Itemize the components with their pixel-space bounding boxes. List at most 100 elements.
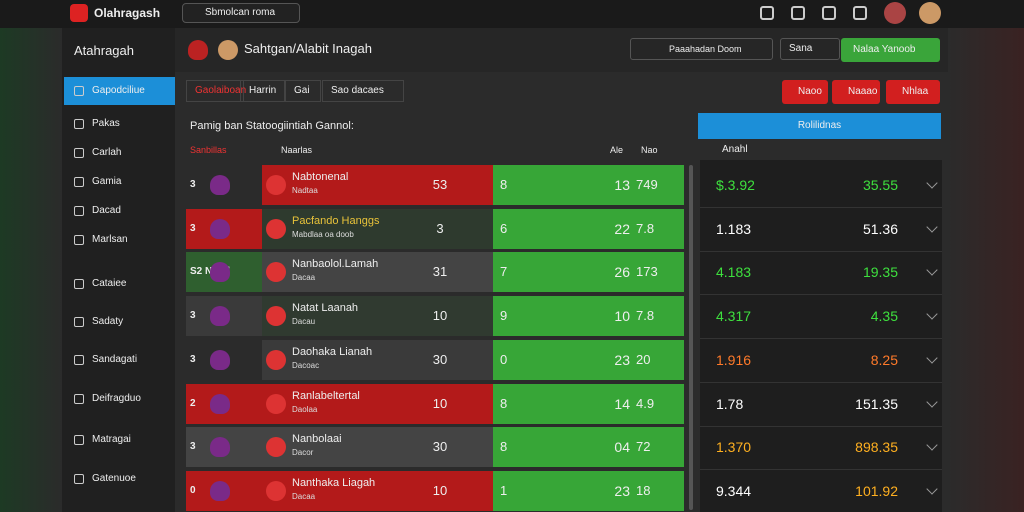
team-crest bbox=[210, 175, 230, 195]
value-2: 7 bbox=[500, 264, 508, 280]
team-name: Nanbolaai bbox=[292, 433, 342, 446]
odds-2: 19.35 bbox=[862, 264, 898, 281]
sidebar-icon bbox=[74, 148, 84, 158]
team-crest bbox=[210, 393, 230, 414]
sidebar-item[interactable]: Gatenuoe bbox=[92, 473, 136, 484]
app-name: Olahragash bbox=[94, 6, 161, 20]
sidebar-icon bbox=[74, 206, 84, 216]
team-cell bbox=[262, 296, 493, 337]
team-sub: Dacoac bbox=[292, 360, 320, 370]
red-button[interactable]: Nhlaa bbox=[886, 80, 940, 104]
logo-icon bbox=[70, 4, 88, 22]
odds-1: 1.78 bbox=[716, 395, 744, 412]
action-button[interactable]: Nalaa Yanoob bbox=[841, 38, 940, 62]
value-2: 8 bbox=[500, 395, 508, 411]
team-logo bbox=[266, 306, 286, 327]
team-crest bbox=[210, 480, 230, 501]
value-3: 26 bbox=[614, 264, 630, 281]
scrollbar bbox=[689, 165, 693, 510]
team-logo bbox=[266, 262, 286, 283]
value-2: 8 bbox=[500, 177, 508, 192]
panel-button[interactable]: Rolilidnas bbox=[698, 113, 941, 139]
sidebar-item[interactable]: Sadaty bbox=[92, 316, 124, 327]
value-1: 10 bbox=[432, 482, 448, 498]
value-1: 30 bbox=[432, 439, 448, 455]
odds-2: 8.25 bbox=[870, 351, 898, 368]
tab[interactable]: Gaolaiboan bbox=[186, 80, 246, 102]
toggle[interactable]: Paaahadan Doom bbox=[630, 38, 773, 60]
stat-cell bbox=[493, 383, 684, 424]
team-cell bbox=[262, 165, 493, 205]
odds-2: 898.35 bbox=[855, 439, 898, 456]
icon-1[interactable] bbox=[760, 6, 774, 20]
team-cell bbox=[262, 339, 493, 380]
sidebar-item[interactable]: Marlsan bbox=[92, 234, 128, 245]
sidebar-icon bbox=[74, 177, 84, 187]
value-2: 6 bbox=[500, 220, 508, 236]
team-crest bbox=[210, 262, 230, 283]
value-3: 13 bbox=[614, 177, 630, 193]
value-4: 20 bbox=[636, 351, 651, 367]
row-divider bbox=[700, 207, 942, 208]
team-crest bbox=[210, 306, 230, 327]
column-header: Naarlas bbox=[281, 145, 313, 155]
sidebar-icon bbox=[74, 317, 84, 327]
sort[interactable]: Sana bbox=[780, 38, 840, 60]
value-1: 3 bbox=[436, 220, 444, 236]
sidebar-item[interactable]: Cataiee bbox=[92, 278, 127, 289]
value-3: 23 bbox=[614, 351, 630, 368]
value-2: 8 bbox=[500, 439, 508, 455]
sidebar-item[interactable]: Pakas bbox=[92, 118, 120, 129]
column-header: Sanbillas bbox=[190, 145, 227, 155]
tab[interactable]: Sao dacaes bbox=[322, 80, 404, 102]
icon-3[interactable] bbox=[822, 6, 836, 20]
team-logo bbox=[266, 175, 286, 195]
value-4: 72 bbox=[636, 439, 651, 455]
value-1: 53 bbox=[432, 177, 448, 192]
sidebar-item[interactable]: Deifragduo bbox=[92, 393, 141, 404]
red-button[interactable]: Naoo bbox=[782, 80, 828, 104]
value-4: 7.8 bbox=[636, 308, 655, 324]
sidebar-item[interactable]: Carlah bbox=[92, 147, 122, 158]
sidebar-item[interactable]: Sandagati bbox=[92, 354, 138, 365]
odds-2: 4.35 bbox=[870, 308, 898, 325]
team-cell bbox=[262, 427, 493, 468]
icon-2[interactable] bbox=[791, 6, 805, 20]
avatar-2[interactable] bbox=[919, 2, 941, 24]
team-name: Pacfando Hanggs bbox=[292, 214, 380, 227]
team-logo bbox=[266, 349, 286, 370]
team-crest bbox=[210, 437, 230, 458]
team-crest bbox=[210, 218, 230, 239]
row-divider bbox=[700, 338, 942, 340]
value-3: 10 bbox=[614, 308, 630, 325]
tab[interactable]: Harrin bbox=[240, 80, 285, 102]
odds-1: 1.370 bbox=[716, 439, 752, 456]
tab[interactable]: Gai bbox=[285, 80, 321, 102]
odds-1: $.3.92 bbox=[716, 177, 755, 193]
odds-1: 1.916 bbox=[716, 351, 752, 368]
row-divider bbox=[700, 294, 942, 296]
team-name: Nanbaolol.Lamah bbox=[292, 258, 379, 271]
sidebar-icon bbox=[74, 394, 84, 404]
team-name: Natat Laanah bbox=[292, 302, 359, 315]
sidebar-item[interactable]: Gamia bbox=[92, 176, 122, 187]
value-4: 173 bbox=[636, 264, 658, 280]
sidebar-item[interactable]: Dacad bbox=[92, 205, 121, 216]
column-header: Ale bbox=[610, 145, 624, 155]
avatar[interactable] bbox=[884, 2, 906, 24]
row-divider bbox=[700, 250, 942, 252]
team-logo bbox=[266, 437, 286, 458]
value-1: 10 bbox=[432, 308, 448, 324]
red-button[interactable]: Naaao bbox=[832, 80, 880, 104]
sidebar-item[interactable]: Matragai bbox=[92, 434, 131, 445]
team-sub: Dacau bbox=[292, 317, 316, 327]
sidebar-icon bbox=[74, 235, 84, 245]
value-3: 22 bbox=[614, 220, 630, 237]
search-box[interactable]: Sbmolcan roma bbox=[182, 3, 300, 23]
stat-cell bbox=[493, 296, 684, 337]
main-header bbox=[175, 28, 948, 72]
icon-4[interactable] bbox=[853, 6, 867, 20]
sidebar-item[interactable]: Gapodciliue bbox=[92, 85, 145, 96]
team-name: Daohaka Lianah bbox=[292, 345, 373, 358]
